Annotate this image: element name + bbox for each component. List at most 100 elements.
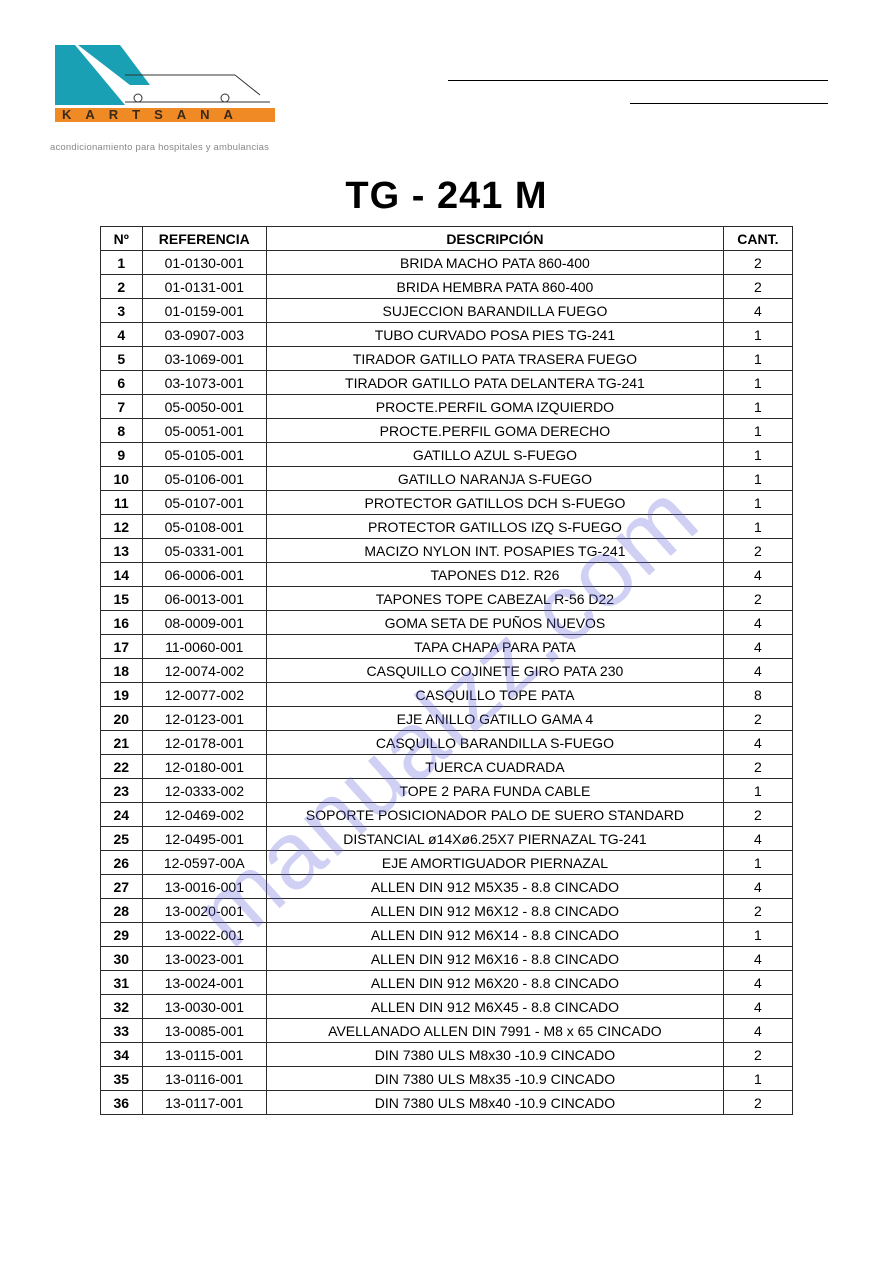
cell-desc: ALLEN DIN 912 M6X20 - 8.8 CINCADO — [267, 971, 724, 995]
table-row: 2012-0123-001EJE ANILLO GATILLO GAMA 42 — [101, 707, 793, 731]
cell-num: 19 — [101, 683, 143, 707]
table-row: 2112-0178-001CASQUILLO BARANDILLA S-FUEG… — [101, 731, 793, 755]
cell-cant: 4 — [723, 635, 792, 659]
cell-desc: TIRADOR GATILLO PATA TRASERA FUEGO — [267, 347, 724, 371]
col-header-desc: DESCRIPCIÓN — [267, 227, 724, 251]
cell-ref: 13-0024-001 — [142, 971, 267, 995]
cell-cant: 4 — [723, 875, 792, 899]
cell-ref: 12-0180-001 — [142, 755, 267, 779]
table-row: 101-0130-001BRIDA MACHO PATA 860-4002 — [101, 251, 793, 275]
table-row: 603-1073-001TIRADOR GATILLO PATA DELANTE… — [101, 371, 793, 395]
cell-num: 18 — [101, 659, 143, 683]
cell-num: 35 — [101, 1067, 143, 1091]
cell-cant: 2 — [723, 755, 792, 779]
cell-desc: ALLEN DIN 912 M5X35 - 8.8 CINCADO — [267, 875, 724, 899]
logo-tagline: acondicionamiento para hospitales y ambu… — [50, 142, 275, 153]
col-header-cant: CANT. — [723, 227, 792, 251]
cell-cant: 2 — [723, 707, 792, 731]
table-row: 1711-0060-001TAPA CHAPA PARA PATA4 — [101, 635, 793, 659]
cell-ref: 12-0123-001 — [142, 707, 267, 731]
cell-cant: 1 — [723, 1067, 792, 1091]
cell-cant: 2 — [723, 587, 792, 611]
cell-num: 26 — [101, 851, 143, 875]
cell-ref: 12-0074-002 — [142, 659, 267, 683]
table-row: 3613-0117-001DIN 7380 ULS M8x40 -10.9 CI… — [101, 1091, 793, 1115]
cell-cant: 2 — [723, 1091, 792, 1115]
cell-desc: TIRADOR GATILLO PATA DELANTERA TG-241 — [267, 371, 724, 395]
page-title: TG - 241 M — [0, 175, 893, 218]
cell-ref: 13-0115-001 — [142, 1043, 267, 1067]
cell-ref: 01-0130-001 — [142, 251, 267, 275]
cell-num: 14 — [101, 563, 143, 587]
table-row: 805-0051-001PROCTE.PERFIL GOMA DERECHO1 — [101, 419, 793, 443]
kartsana-logo-icon: KARTSANA — [50, 40, 275, 135]
cell-cant: 2 — [723, 251, 792, 275]
cell-desc: GATILLO NARANJA S-FUEGO — [267, 467, 724, 491]
table-row: 1912-0077-002CASQUILLO TOPE PATA8 — [101, 683, 793, 707]
cell-ref: 12-0495-001 — [142, 827, 267, 851]
table-row: 1608-0009-001GOMA SETA DE PUÑOS NUEVOS4 — [101, 611, 793, 635]
cell-desc: EJE AMORTIGUADOR PIERNAZAL — [267, 851, 724, 875]
cell-desc: ALLEN DIN 912 M6X12 - 8.8 CINCADO — [267, 899, 724, 923]
header-rule-lines — [448, 80, 828, 104]
table-row: 2412-0469-002SOPORTE POSICIONADOR PALO D… — [101, 803, 793, 827]
cell-desc: PROCTE.PERFIL GOMA IZQUIERDO — [267, 395, 724, 419]
cell-desc: TUBO CURVADO POSA PIES TG-241 — [267, 323, 724, 347]
table-row: 2512-0495-001DISTANCIAL ø14Xø6.25X7 PIER… — [101, 827, 793, 851]
cell-desc: DIN 7380 ULS M8x30 -10.9 CINCADO — [267, 1043, 724, 1067]
table-row: 1406-0006-001TAPONES D12. R264 — [101, 563, 793, 587]
cell-ref: 12-0469-002 — [142, 803, 267, 827]
cell-desc: SOPORTE POSICIONADOR PALO DE SUERO STAND… — [267, 803, 724, 827]
cell-desc: AVELLANADO ALLEN DIN 7991 - M8 x 65 CINC… — [267, 1019, 724, 1043]
cell-desc: CASQUILLO BARANDILLA S-FUEGO — [267, 731, 724, 755]
col-header-num: Nº — [101, 227, 143, 251]
cell-num: 10 — [101, 467, 143, 491]
cell-cant: 2 — [723, 1043, 792, 1067]
cell-num: 3 — [101, 299, 143, 323]
cell-desc: SUJECCION BARANDILLA FUEGO — [267, 299, 724, 323]
cell-desc: TOPE 2 PARA FUNDA CABLE — [267, 779, 724, 803]
cell-ref: 13-0085-001 — [142, 1019, 267, 1043]
cell-cant: 4 — [723, 1019, 792, 1043]
cell-cant: 1 — [723, 515, 792, 539]
table-row: 2713-0016-001ALLEN DIN 912 M5X35 - 8.8 C… — [101, 875, 793, 899]
cell-desc: TAPONES D12. R26 — [267, 563, 724, 587]
cell-num: 31 — [101, 971, 143, 995]
cell-ref: 11-0060-001 — [142, 635, 267, 659]
cell-num: 15 — [101, 587, 143, 611]
table-row: 1506-0013-001TAPONES TOPE CABEZAL R-56 D… — [101, 587, 793, 611]
cell-desc: DIN 7380 ULS M8x35 -10.9 CINCADO — [267, 1067, 724, 1091]
cell-desc: ALLEN DIN 912 M6X45 - 8.8 CINCADO — [267, 995, 724, 1019]
cell-cant: 2 — [723, 275, 792, 299]
cell-ref: 03-1069-001 — [142, 347, 267, 371]
cell-ref: 13-0030-001 — [142, 995, 267, 1019]
table-row: 1005-0106-001GATILLO NARANJA S-FUEGO1 — [101, 467, 793, 491]
cell-desc: ALLEN DIN 912 M6X14 - 8.8 CINCADO — [267, 923, 724, 947]
cell-desc: GATILLO AZUL S-FUEGO — [267, 443, 724, 467]
cell-num: 24 — [101, 803, 143, 827]
cell-cant: 4 — [723, 827, 792, 851]
cell-cant: 4 — [723, 995, 792, 1019]
svg-text:KARTSANA: KARTSANA — [62, 107, 247, 122]
table-row: 2913-0022-001ALLEN DIN 912 M6X14 - 8.8 C… — [101, 923, 793, 947]
cell-cant: 1 — [723, 395, 792, 419]
cell-num: 7 — [101, 395, 143, 419]
cell-num: 16 — [101, 611, 143, 635]
cell-ref: 01-0131-001 — [142, 275, 267, 299]
cell-cant: 1 — [723, 347, 792, 371]
cell-ref: 13-0117-001 — [142, 1091, 267, 1115]
cell-num: 5 — [101, 347, 143, 371]
table-row: 1812-0074-002CASQUILLO COJINETE GIRO PAT… — [101, 659, 793, 683]
table-row: 3213-0030-001ALLEN DIN 912 M6X45 - 8.8 C… — [101, 995, 793, 1019]
cell-num: 29 — [101, 923, 143, 947]
cell-ref: 13-0023-001 — [142, 947, 267, 971]
table-row: 3413-0115-001DIN 7380 ULS M8x30 -10.9 CI… — [101, 1043, 793, 1067]
table-row: 301-0159-001SUJECCION BARANDILLA FUEGO4 — [101, 299, 793, 323]
cell-num: 1 — [101, 251, 143, 275]
cell-ref: 08-0009-001 — [142, 611, 267, 635]
cell-ref: 06-0013-001 — [142, 587, 267, 611]
parts-table: Nº REFERENCIA DESCRIPCIÓN CANT. 101-0130… — [100, 226, 793, 1115]
cell-ref: 05-0106-001 — [142, 467, 267, 491]
table-row: 1105-0107-001PROTECTOR GATILLOS DCH S-FU… — [101, 491, 793, 515]
cell-cant: 1 — [723, 851, 792, 875]
